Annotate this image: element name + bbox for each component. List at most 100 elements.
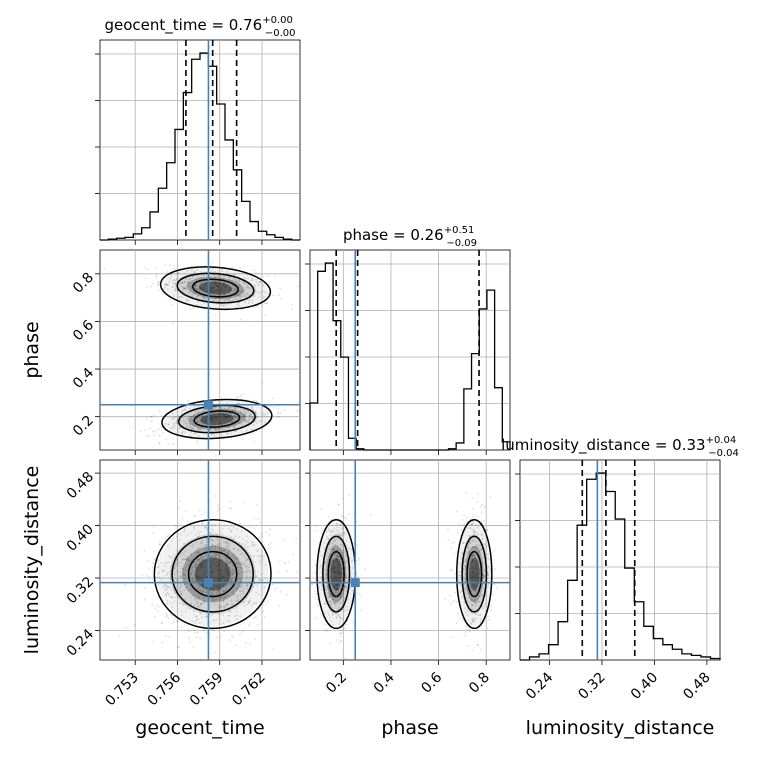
sample-point — [224, 293, 226, 296]
x-tick-label: 0.753 — [102, 670, 142, 710]
sample-point — [158, 442, 161, 445]
sample-point — [493, 549, 496, 552]
sample-point — [178, 507, 181, 510]
sample-point — [236, 396, 239, 398]
sample-point — [143, 266, 146, 269]
sample-point — [231, 636, 234, 639]
sample-point — [174, 525, 177, 527]
sample-point — [455, 600, 458, 603]
sample-point — [465, 633, 468, 636]
sample-point — [152, 562, 154, 565]
sample-point — [189, 277, 192, 280]
sample-point — [458, 523, 461, 525]
sample-point — [212, 629, 215, 632]
title-plus-error: +0.00 — [262, 15, 293, 26]
sample-point — [453, 541, 456, 544]
sample-point — [192, 645, 195, 648]
sample-point — [151, 430, 154, 432]
panel-title: geocent_time = 0.76+0.00 −0.00 — [105, 15, 296, 39]
sample-point — [356, 553, 359, 555]
sample-point — [235, 297, 238, 300]
sample-point — [217, 286, 220, 288]
sample-point — [212, 291, 215, 294]
sample-point — [493, 583, 496, 586]
sample-point — [243, 501, 246, 504]
sample-point — [348, 494, 350, 496]
sample-point — [466, 645, 468, 648]
sample-point — [228, 288, 231, 291]
sample-point — [480, 648, 482, 651]
sample-point — [223, 300, 226, 302]
sample-point — [164, 284, 167, 287]
sample-point — [183, 287, 186, 289]
sample-point — [197, 631, 199, 634]
sample-point — [172, 285, 175, 288]
sample-point — [165, 284, 168, 286]
sample-point — [254, 279, 256, 281]
sample-point — [232, 288, 235, 291]
sample-point — [153, 525, 155, 528]
sample-point — [195, 296, 198, 299]
sample-point — [179, 282, 182, 285]
sample-point — [187, 400, 190, 402]
sample-point — [124, 583, 127, 586]
sample-point — [214, 290, 216, 292]
sample-point — [125, 627, 128, 629]
sample-point — [240, 294, 243, 297]
sample-point — [158, 434, 161, 437]
panel-title: luminosity_distance = 0.33+0.04 −0.04 — [501, 435, 739, 459]
sample-point — [185, 287, 188, 290]
sample-point — [315, 525, 318, 528]
sample-point — [348, 513, 351, 516]
sample-point — [154, 267, 157, 270]
sample-point — [261, 381, 264, 384]
sample-point — [189, 285, 192, 288]
sample-point — [271, 583, 274, 586]
sample-point — [358, 559, 361, 561]
sample-point — [239, 266, 242, 269]
truth-marker — [350, 578, 360, 588]
sample-point — [200, 281, 203, 284]
sample-point — [249, 287, 252, 290]
title-minus-error: −0.00 — [265, 28, 296, 39]
sample-point — [263, 302, 266, 305]
histogram-step — [309, 262, 511, 451]
sample-point — [162, 432, 165, 434]
sample-point — [465, 628, 468, 631]
sample-point — [222, 283, 225, 286]
sample-point — [146, 268, 149, 271]
sample-point — [295, 537, 298, 540]
sample-point — [277, 412, 279, 415]
sample-point — [230, 507, 232, 510]
sample-point — [345, 623, 348, 626]
sample-point — [157, 281, 160, 283]
sample-point — [229, 289, 232, 292]
sample-point — [139, 430, 142, 432]
truth-marker — [203, 578, 213, 588]
sample-point — [233, 274, 235, 277]
sample-point — [193, 307, 196, 309]
sample-point — [213, 274, 215, 276]
sample-point — [223, 277, 226, 280]
sample-point — [223, 299, 226, 302]
sample-point — [193, 291, 195, 294]
sample-point — [220, 287, 223, 290]
sample-point — [218, 291, 221, 293]
sample-point — [166, 614, 168, 616]
sample-point — [483, 520, 486, 522]
title-plus-error: +0.04 — [706, 435, 737, 446]
hist-panel-phase: phase = 0.26+0.51 −0.09 — [305, 225, 511, 455]
sample-point — [246, 293, 249, 295]
sample-point — [456, 510, 459, 513]
sample-point — [228, 296, 231, 299]
sample-point — [237, 292, 240, 294]
sample-point — [173, 282, 176, 285]
sample-point — [200, 281, 203, 284]
sample-point — [163, 286, 166, 289]
sample-point — [238, 293, 241, 296]
sample-point — [203, 511, 206, 513]
sample-point — [146, 286, 149, 288]
sample-point — [277, 570, 280, 573]
sample-point — [153, 558, 156, 561]
x-tick-label: 0.759 — [187, 670, 227, 710]
